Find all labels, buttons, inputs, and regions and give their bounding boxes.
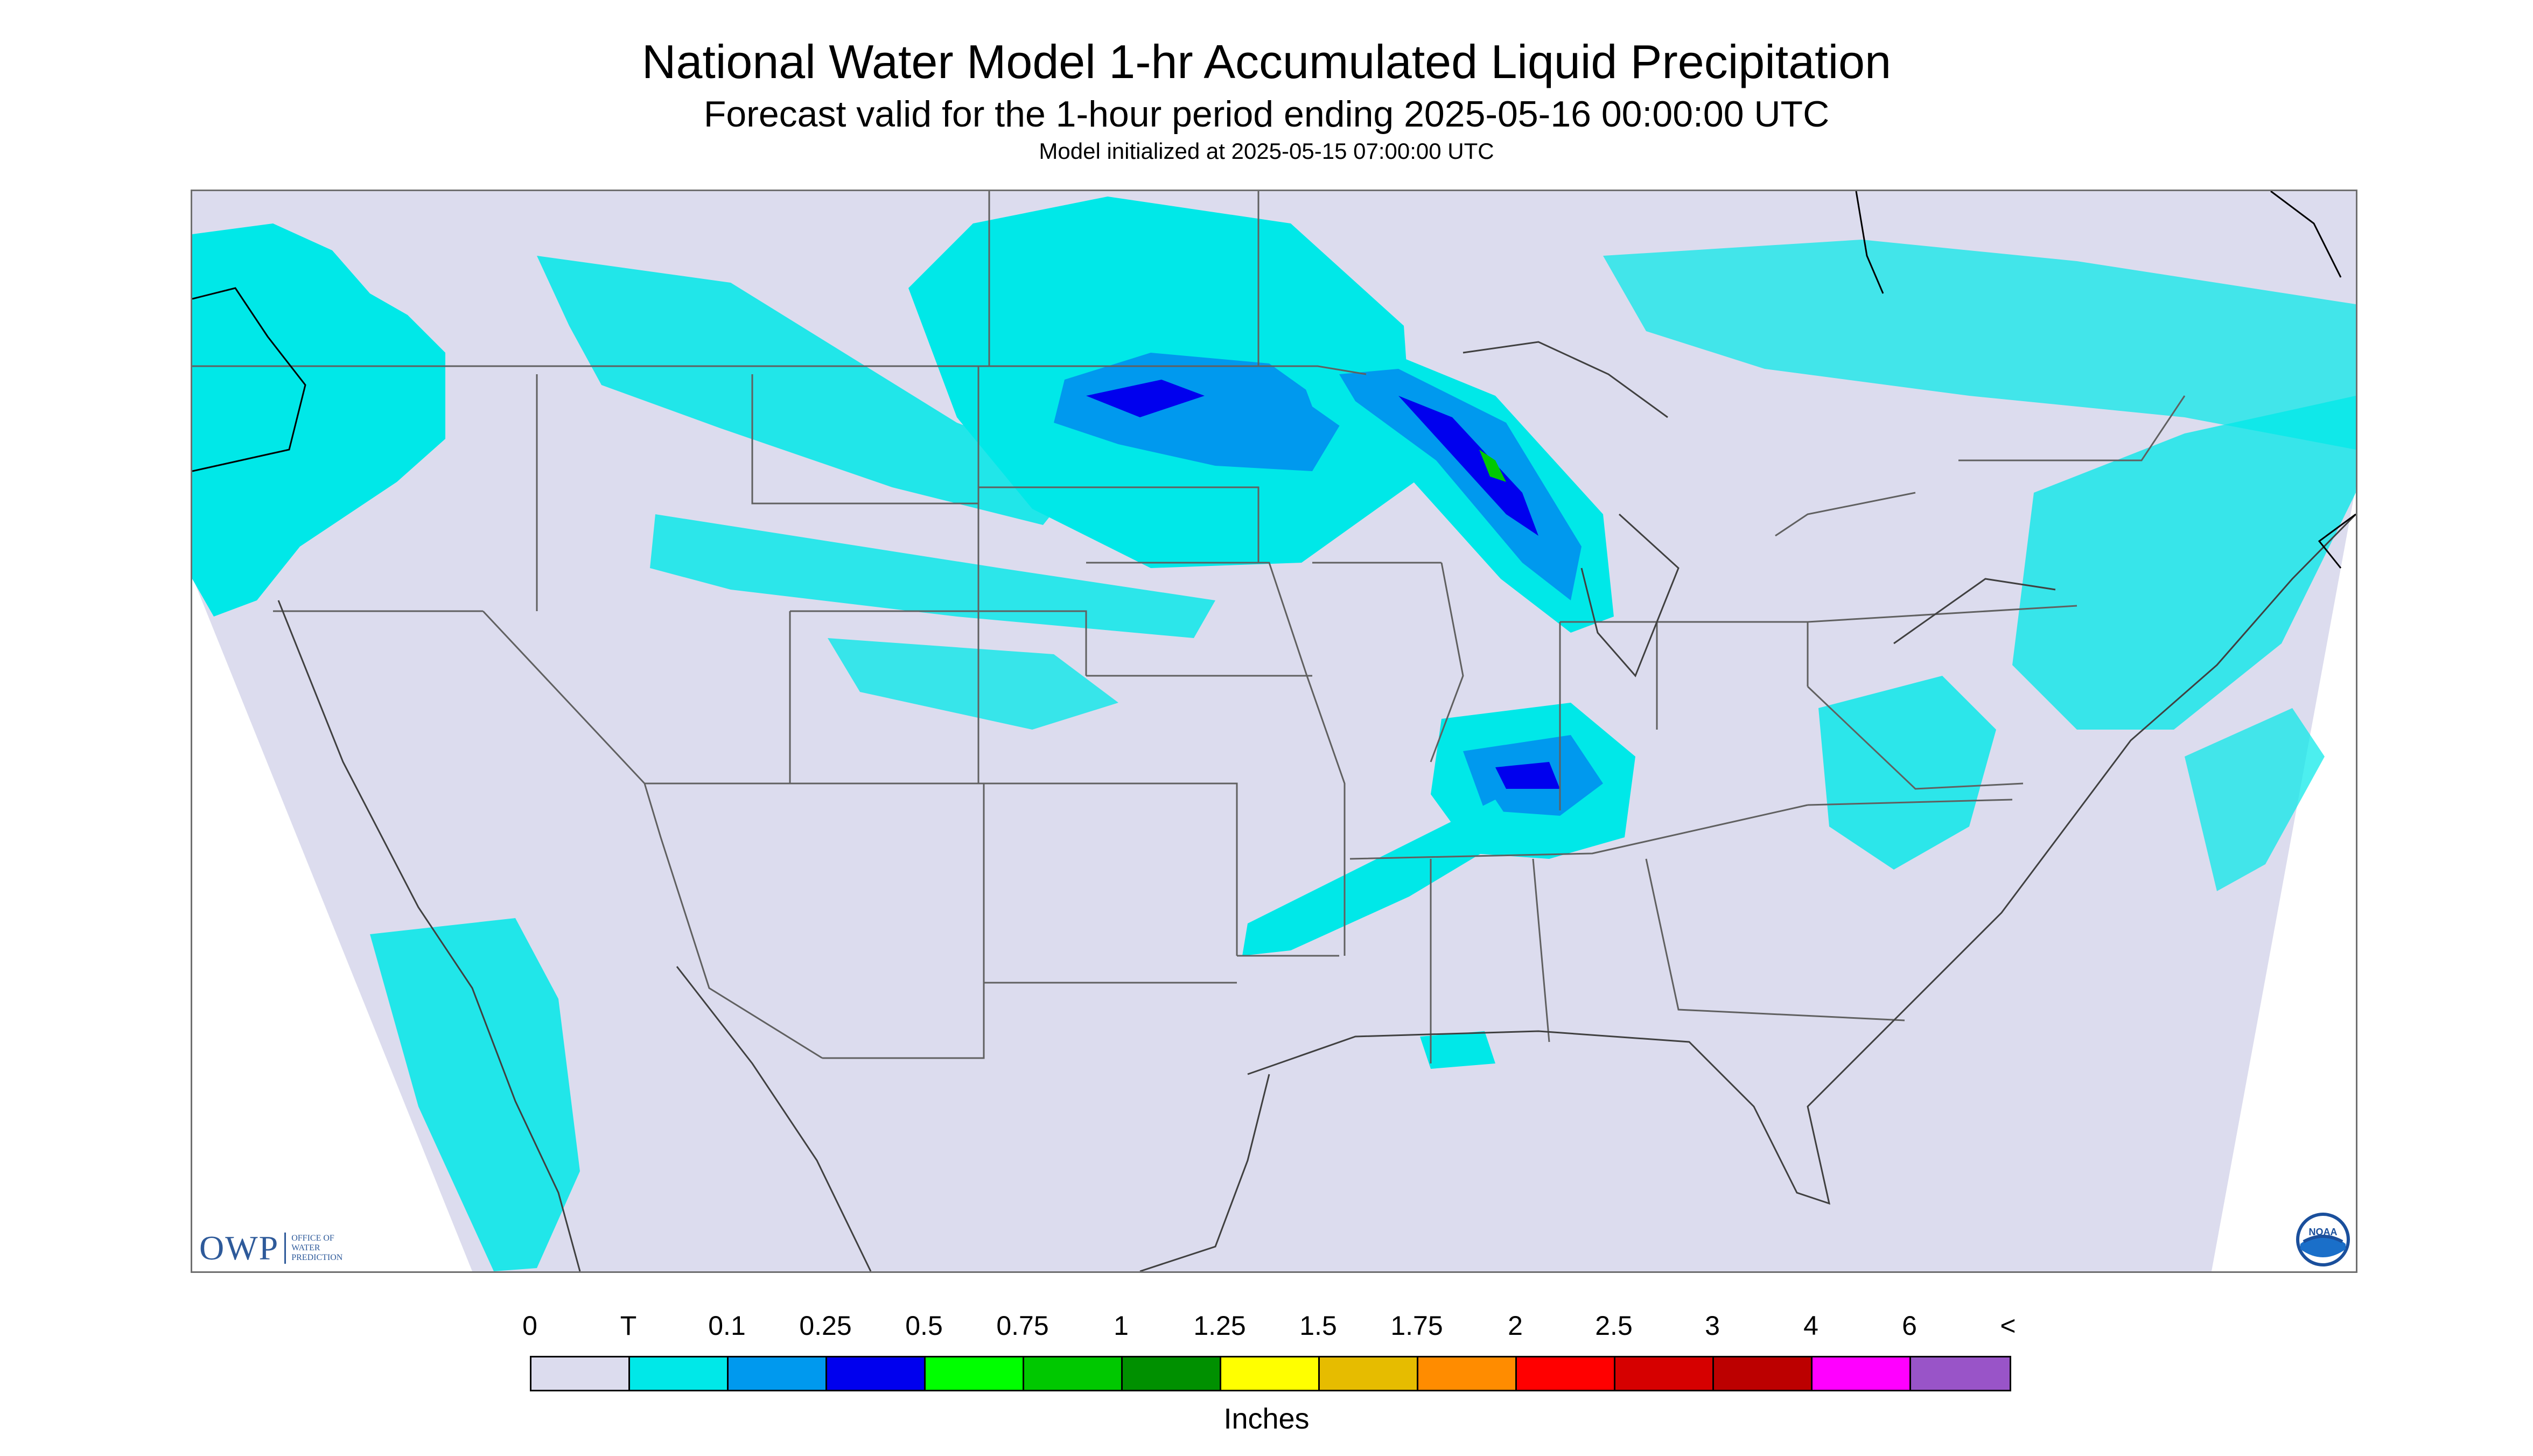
precip-great-lakes-core: [1339, 369, 1582, 600]
owp-logo-line2: WATER: [291, 1243, 320, 1252]
owp-logo-divider: [284, 1233, 286, 1264]
precip-ohio-valley-heavy: [1495, 762, 1560, 789]
legend-tick-label: 0.25: [799, 1311, 852, 1341]
precip-baja-pacific: [370, 918, 580, 1271]
owp-logo-line1: OFFICE OF: [291, 1234, 334, 1243]
map-title: National Water Model 1-hr Accumulated Li…: [641, 35, 1892, 88]
legend-swatch-2: [729, 1357, 827, 1390]
noaa-logo-icon: NOAA: [2296, 1213, 2350, 1266]
map-subtitle: Forecast valid for the 1-hour period end…: [703, 94, 1830, 135]
legend-tick-label: T: [620, 1311, 637, 1341]
precip-rockies-band: [537, 256, 1086, 525]
precip-dakotas-moderate: [1054, 353, 1345, 471]
legend-tick-label: <: [2000, 1311, 2016, 1341]
legend-tick-label: 0: [522, 1311, 537, 1341]
legend-swatch-5: [1024, 1357, 1123, 1390]
legend-tick-label: 2.5: [1595, 1311, 1633, 1341]
title-block: National Water Model 1-hr Accumulated Li…: [0, 32, 2533, 166]
legend-tick-label: 1: [1114, 1311, 1129, 1341]
legend-tick-label: 0.75: [996, 1311, 1049, 1341]
legend-swatch-0: [531, 1357, 630, 1390]
legend-swatch-7: [1221, 1357, 1320, 1390]
legend-swatch-11: [1615, 1357, 1714, 1390]
legend-units: Inches: [1223, 1403, 1310, 1435]
precip-great-lakes-green: [1479, 450, 1506, 482]
model-init-time: Model initialized at 2025-05-15 07:00:00…: [1039, 138, 1494, 164]
legend-swatch-1: [630, 1357, 729, 1390]
precip-dakotas-heavy: [1086, 380, 1205, 417]
owp-logo-line3: PREDICTION: [291, 1253, 343, 1262]
legend-tick-label: 0.1: [708, 1311, 746, 1341]
precip-great-lakes-heavy: [1398, 396, 1538, 536]
legend-swatch-6: [1123, 1357, 1221, 1390]
legend-tick-label: 1.75: [1390, 1311, 1443, 1341]
legend-swatch-4: [926, 1357, 1024, 1390]
precip-map: [191, 190, 2357, 1273]
state-boundaries: [192, 191, 2186, 1063]
precip-gulf-coast: [1420, 1031, 1495, 1069]
legend-swatch-10: [1517, 1357, 1615, 1390]
precip-atlantic-offshore: [2185, 708, 2325, 891]
legend-tick-label: 0.5: [905, 1311, 943, 1341]
owp-logo: OWP OFFICE OF WATER PREDICTION: [199, 1229, 342, 1267]
legend-tick-label: 6: [1902, 1311, 1917, 1341]
legend-tick-label: 1.5: [1299, 1311, 1337, 1341]
precip-canada-east: [1603, 240, 2356, 450]
canada-coast: [192, 191, 2356, 569]
legend-tick-label: 1.25: [1193, 1311, 1246, 1341]
precip-wyoming-cells: [828, 638, 1118, 730]
legend-swatch-9: [1418, 1357, 1517, 1390]
owp-logo-letters: OWP: [199, 1229, 279, 1267]
legend-swatch-3: [827, 1357, 926, 1390]
legend-swatch-8: [1320, 1357, 1418, 1390]
owp-logo-subtext: OFFICE OF WATER PREDICTION: [291, 1234, 342, 1263]
legend-tick-label: 3: [1705, 1311, 1720, 1341]
precip-pacific-nw: [192, 223, 445, 617]
precip-southern-plains-band: [1242, 800, 1517, 956]
legend-swatch-13: [1813, 1357, 1911, 1390]
legend-tick-label: 2: [1508, 1311, 1523, 1341]
legend-tick-label: 4: [1803, 1311, 1818, 1341]
precip-northeast: [2012, 396, 2356, 730]
precip-montana-band: [650, 514, 1215, 638]
legend-colorbar: [530, 1356, 2011, 1391]
noaa-logo-text: NOAA: [2309, 1227, 2338, 1237]
model-domain: [192, 191, 2356, 1271]
map-canvas: [192, 191, 2356, 1271]
precip-mid-atlantic: [1818, 676, 1996, 870]
legend-swatch-14: [1911, 1357, 2010, 1390]
coastlines: [277, 341, 2356, 1271]
legend-swatch-12: [1714, 1357, 1813, 1390]
